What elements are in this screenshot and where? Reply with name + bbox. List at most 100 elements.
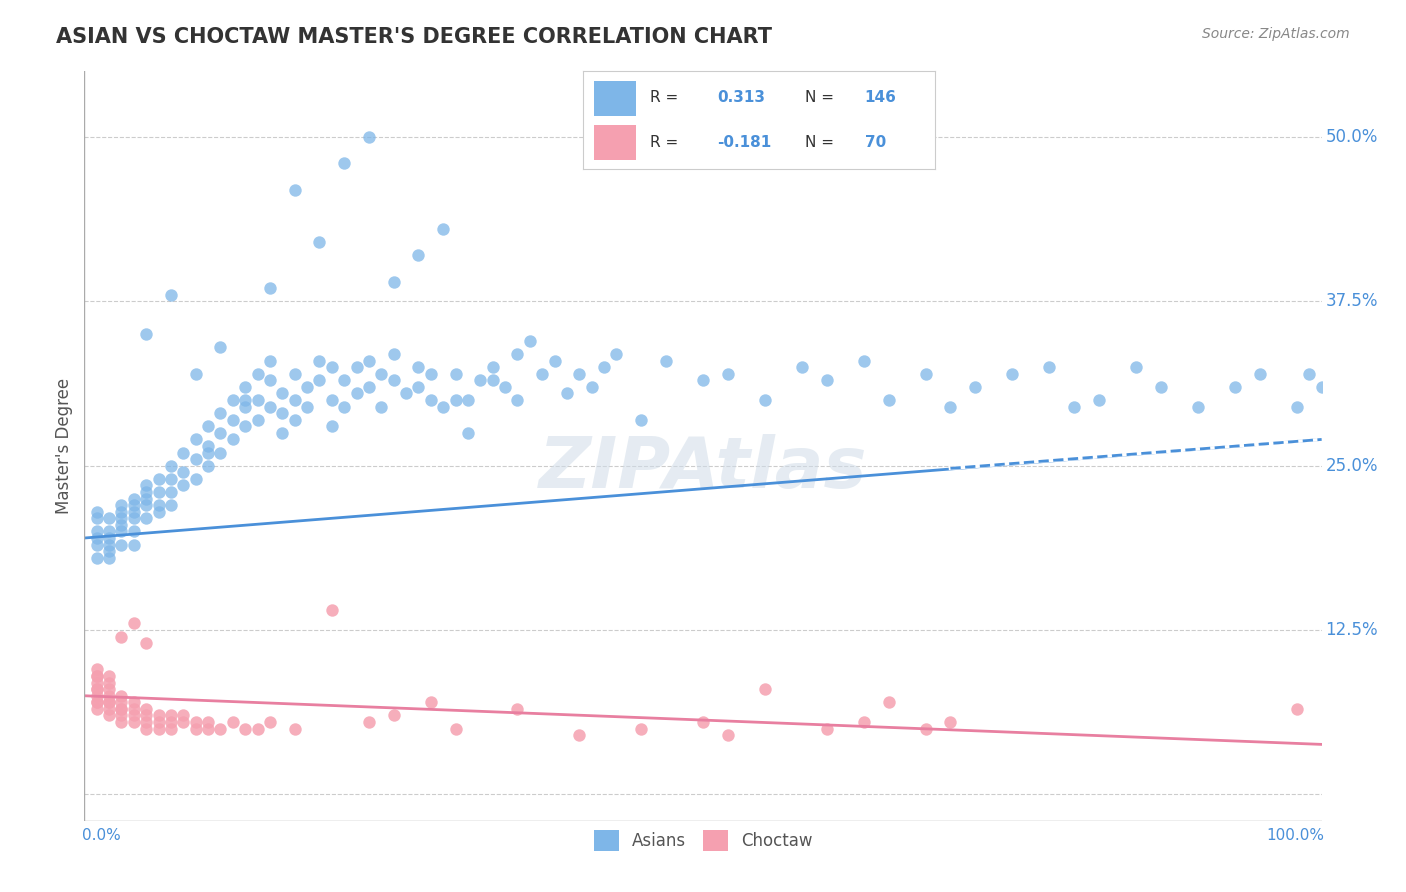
Point [209,722,232,736]
Point [135,327,157,342]
Point [754,392,776,407]
Point [148,722,170,736]
Point [1310,380,1333,394]
FancyBboxPatch shape [593,81,637,116]
Point [122,702,145,716]
Point [815,722,838,736]
Point [98,538,121,552]
Point [370,367,392,381]
Point [122,538,145,552]
Point [939,714,962,729]
Point [209,425,232,440]
Point [470,373,492,387]
Point [222,433,245,447]
Point [939,400,962,414]
Point [382,347,405,361]
Point [346,386,368,401]
Point [197,714,219,729]
Point [172,708,194,723]
Point [209,406,232,420]
Point [86,695,108,709]
Point [122,491,145,506]
Point [122,708,145,723]
Text: 50.0%: 50.0% [1326,128,1378,146]
Point [543,353,565,368]
Point [110,708,132,723]
Point [122,695,145,709]
Point [233,392,256,407]
Point [754,682,776,697]
Point [284,183,307,197]
Text: R =: R = [650,135,679,150]
Point [135,498,157,512]
Point [259,400,281,414]
Point [593,360,616,375]
Point [1125,360,1147,375]
Point [308,235,330,250]
Point [877,392,900,407]
Point [321,360,343,375]
Point [1285,702,1308,716]
Point [852,353,875,368]
Point [1298,367,1320,381]
Point [1285,400,1308,414]
Point [86,669,108,683]
Point [160,708,183,723]
Point [444,367,467,381]
Point [222,413,245,427]
Point [98,531,121,545]
Point [259,373,281,387]
Point [233,380,256,394]
Point [246,367,269,381]
Text: R =: R = [650,90,679,105]
Point [506,347,529,361]
Point [86,695,108,709]
Point [321,419,343,434]
Point [86,689,108,703]
Point [555,386,578,401]
Point [308,373,330,387]
Point [506,392,529,407]
Point [98,675,121,690]
Point [630,413,652,427]
Point [148,498,170,512]
Text: ASIAN VS CHOCTAW MASTER'S DEGREE CORRELATION CHART: ASIAN VS CHOCTAW MASTER'S DEGREE CORRELA… [56,27,772,46]
Point [432,400,454,414]
Point [432,222,454,236]
Y-axis label: Master's Degree: Master's Degree [55,378,73,514]
Point [172,714,194,729]
Point [481,373,503,387]
Point [581,380,603,394]
Point [568,367,591,381]
Point [790,360,813,375]
Point [222,392,245,407]
Point [110,505,132,519]
Text: 0.313: 0.313 [717,90,765,105]
Point [692,373,714,387]
Point [692,714,714,729]
Text: N =: N = [804,135,834,150]
Point [284,413,307,427]
Point [110,517,132,532]
Point [98,695,121,709]
Point [160,498,183,512]
Point [135,708,157,723]
Point [148,505,170,519]
Point [877,695,900,709]
Point [333,156,356,170]
Point [86,675,108,690]
Point [184,714,207,729]
Point [295,380,318,394]
Point [1063,400,1085,414]
Point [346,360,368,375]
Text: 0.0%: 0.0% [82,828,121,843]
Point [914,722,936,736]
Point [148,708,170,723]
Point [135,491,157,506]
Point [408,248,430,262]
Point [655,353,678,368]
Point [233,400,256,414]
Text: 100.0%: 100.0% [1267,828,1324,843]
Point [110,524,132,539]
Text: 70: 70 [865,135,886,150]
